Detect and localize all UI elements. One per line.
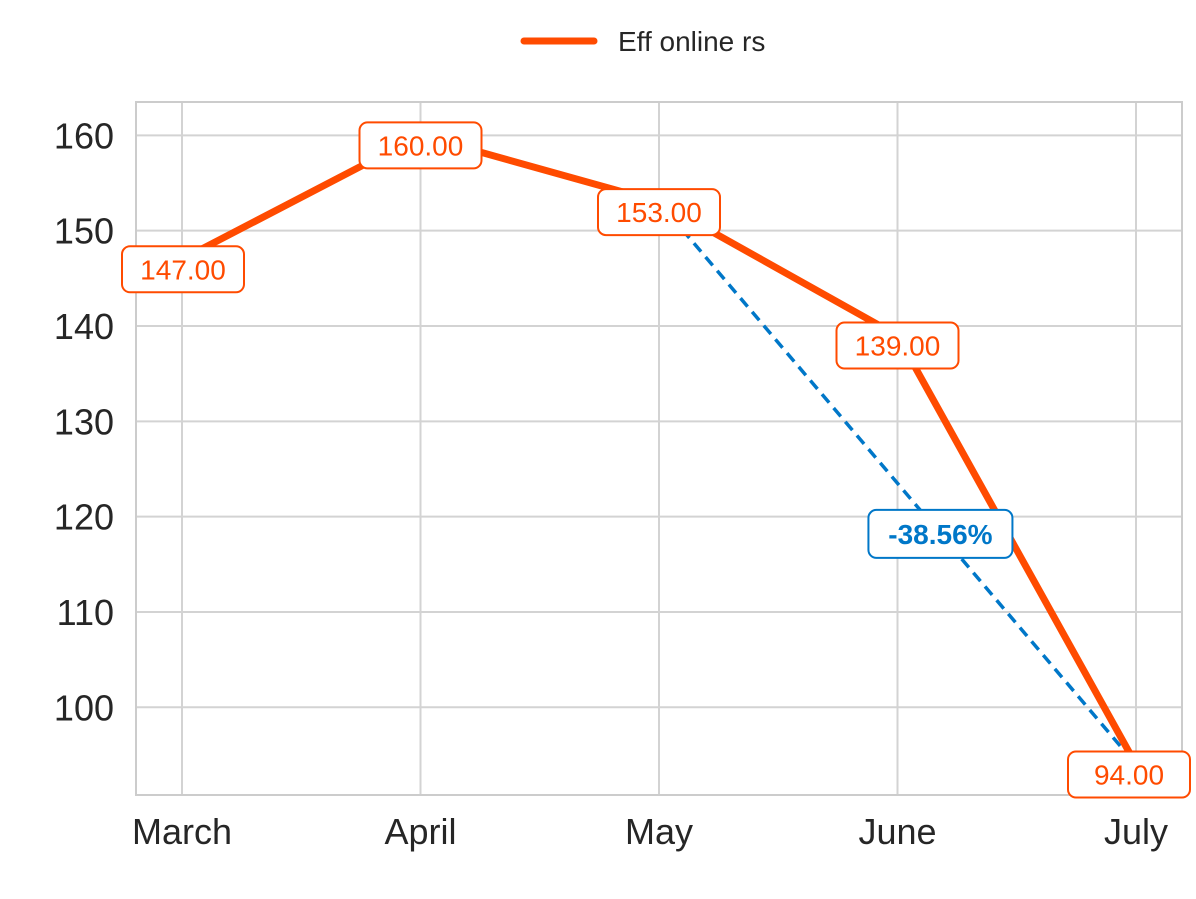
data-label-box bbox=[358, 121, 483, 170]
y-axis-ticks: 100 110 120 130 140 150 160 bbox=[54, 115, 114, 728]
data-label-box bbox=[597, 188, 721, 237]
y-tick-label: 110 bbox=[57, 592, 114, 633]
x-tick-label: May bbox=[625, 811, 693, 852]
y-tick-label: 100 bbox=[54, 687, 114, 728]
legend: Eff online rs bbox=[520, 26, 765, 57]
x-tick-label: June bbox=[858, 811, 936, 852]
data-label: 139.00 bbox=[855, 331, 941, 362]
change-dashed-line bbox=[657, 200, 1138, 766]
plot-frame bbox=[135, 101, 1183, 796]
data-label: 160.00 bbox=[378, 130, 464, 161]
legend-label: Eff online rs bbox=[618, 26, 765, 57]
y-tick-label: 130 bbox=[54, 401, 114, 442]
change-label: -38.56% bbox=[888, 519, 992, 550]
data-label: 147.00 bbox=[140, 254, 226, 285]
data-label: 94.00 bbox=[1094, 759, 1164, 790]
data-labels: 147.00 160.00 153.00 139.00 94.00 -38.56% bbox=[121, 121, 1191, 799]
data-label: 153.00 bbox=[616, 197, 702, 228]
change-label-box bbox=[867, 508, 1014, 559]
y-tick-label: 140 bbox=[54, 306, 114, 347]
x-axis-ticks: March April May June July bbox=[132, 811, 1168, 852]
data-label-box bbox=[121, 245, 245, 294]
y-tick-label: 160 bbox=[54, 115, 114, 156]
data-label-box bbox=[835, 321, 960, 370]
data-label-box bbox=[1067, 750, 1191, 799]
x-tick-label: April bbox=[384, 811, 456, 852]
y-tick-label: 150 bbox=[54, 211, 114, 252]
y-tick-label: 120 bbox=[54, 497, 114, 538]
x-tick-label: July bbox=[1104, 811, 1168, 852]
change-annotation bbox=[657, 200, 1138, 766]
x-tick-label: March bbox=[132, 811, 232, 852]
